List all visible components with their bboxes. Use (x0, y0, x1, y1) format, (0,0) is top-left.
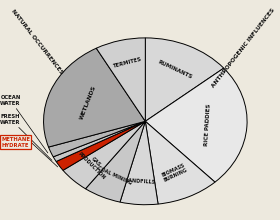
Wedge shape (48, 121, 145, 157)
Wedge shape (63, 121, 145, 189)
Wedge shape (85, 121, 145, 202)
Text: WETLANDS: WETLANDS (80, 85, 97, 121)
Text: BIOMASS
BURNING: BIOMASS BURNING (161, 162, 189, 183)
Wedge shape (53, 121, 145, 161)
Wedge shape (56, 121, 145, 170)
Text: NATURAL OCCURRENCES: NATURAL OCCURRENCES (10, 9, 64, 75)
Text: LANDFILLS: LANDFILLS (125, 178, 156, 185)
Text: RUMINANTS: RUMINANTS (157, 60, 193, 80)
Wedge shape (145, 38, 224, 121)
Wedge shape (96, 38, 145, 121)
Wedge shape (145, 121, 215, 204)
Wedge shape (120, 121, 158, 205)
Wedge shape (44, 48, 145, 147)
Text: FRESH
WATER: FRESH WATER (0, 114, 52, 160)
Text: TERMITES: TERMITES (112, 57, 142, 69)
Text: ANTHROPOGENIC INFLUENCES: ANTHROPOGENIC INFLUENCES (211, 8, 276, 89)
Text: GAS
PRODUCTION: GAS PRODUCTION (77, 147, 110, 181)
Text: RICE PADDIES: RICE PADDIES (204, 103, 212, 146)
Text: METHANE
HYDRATE: METHANE HYDRATE (1, 137, 30, 148)
Text: COAL MINING: COAL MINING (96, 165, 132, 186)
Text: OCEAN
WATER: OCEAN WATER (0, 95, 48, 153)
Wedge shape (145, 68, 247, 182)
